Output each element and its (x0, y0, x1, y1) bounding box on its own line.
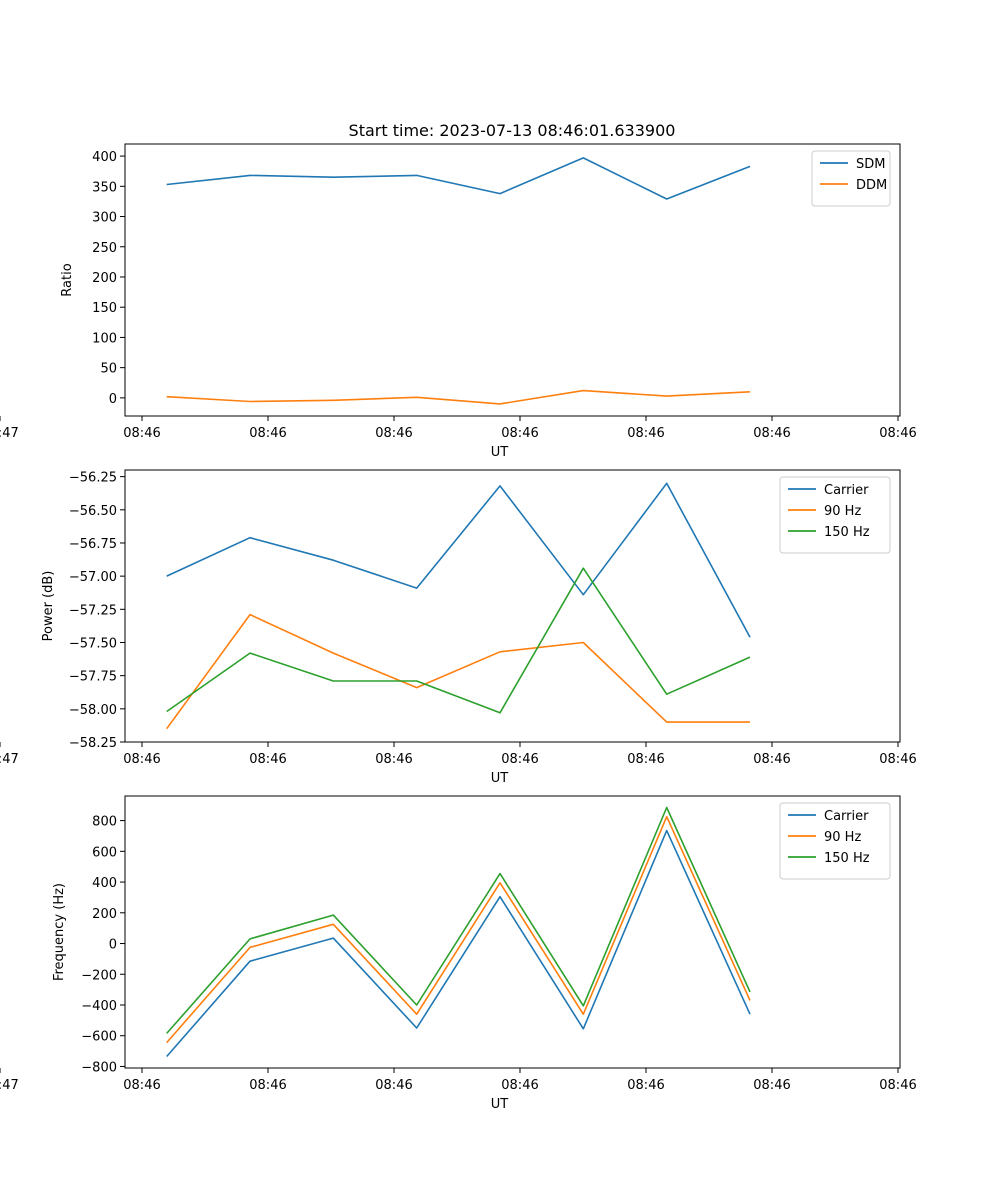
x-tick-label: 08:46 (627, 752, 664, 767)
series-line-90-hz (166, 815, 751, 1044)
x-tick-label: 08:46 (501, 426, 538, 441)
y-tick-label: 50 (100, 362, 117, 377)
x-tick-label: 08:46 (627, 1078, 664, 1093)
y-tick-label: 350 (92, 180, 117, 195)
x-tick-label: 08:46 (249, 1078, 286, 1093)
y-axis-label: Frequency (Hz) (52, 883, 67, 981)
y-tick-label: 150 (92, 301, 117, 316)
y-tick-label: 600 (92, 845, 117, 860)
y-tick-label: −56.25 (69, 471, 117, 486)
y-tick-label: 250 (92, 241, 117, 256)
y-tick-label: −200 (81, 968, 117, 983)
x-tick-label: 08:46 (627, 426, 664, 441)
y-tick-label: 0 (109, 938, 117, 953)
legend-entry: SDM (856, 157, 885, 172)
axes-frame (124, 143, 901, 417)
x-tick-label: 08:46 (375, 426, 412, 441)
axes-frame (124, 469, 901, 743)
series-line-90-hz (166, 613, 750, 730)
x-tick-label: 08:46 (375, 1078, 412, 1093)
series-line-150-hz (166, 806, 751, 1034)
legend-entry: DDM (856, 178, 887, 193)
y-tick-label: 400 (92, 150, 117, 165)
legend-entry: 150 Hz (824, 851, 870, 866)
x-axis-label: UT (491, 1097, 509, 1112)
legend: Carrier 90 Hz 150 Hz (779, 476, 891, 554)
x-tick-label: 08:46 (501, 752, 538, 767)
y-tick-label: −57.00 (69, 570, 117, 585)
legend-entry: 150 Hz (824, 525, 870, 540)
x-tick-label: 08:46 (879, 426, 916, 441)
x-tick-label: 08:46 (123, 752, 160, 767)
legend-entry: 90 Hz (824, 830, 861, 845)
chart-panel-2: 08:46 08:46 08:46 08:46 08:46 08:46 08:46 08:47… (0, 469, 917, 786)
legend-box (779, 802, 891, 880)
y-tick-label: 400 (92, 876, 117, 891)
x-tick-label: 08:46 (249, 752, 286, 767)
y-tick-label: 200 (92, 271, 117, 286)
x-tick-label: 08:47 (0, 426, 19, 441)
series-line-carrier (166, 482, 751, 638)
y-tick-label: −58.25 (69, 736, 117, 751)
x-tick-label: 08:46 (753, 1078, 790, 1093)
y-tick-label: 0 (109, 392, 117, 407)
chart-panel-3: 08:46 08:46 08:46 08:46 08:46 08:46 08:46 08:47… (0, 795, 917, 1112)
y-tick-label: −58.00 (69, 703, 117, 718)
x-tick-label: 08:47 (0, 752, 19, 767)
x-tick-label: 08:46 (375, 752, 412, 767)
y-tick-label: −600 (81, 1030, 117, 1045)
legend-box (779, 476, 891, 554)
x-axis-label: UT (491, 771, 509, 786)
legend-entry: 90 Hz (824, 504, 861, 519)
y-tick-label: −56.75 (69, 537, 117, 552)
y-tick-label: 200 (92, 907, 117, 922)
x-tick-label: 08:46 (753, 752, 790, 767)
x-tick-label: 08:46 (879, 752, 916, 767)
legend-entry: Carrier (824, 809, 869, 824)
axes-frame (124, 795, 901, 1069)
series-line-150-hz (166, 567, 751, 714)
legend-entry: Carrier (824, 483, 869, 498)
y-axis-label: Power (dB) (41, 571, 56, 642)
series-line-ddm (166, 389, 751, 405)
panels-group: 08:46 08:46 08:46 08:46 08:46 08:46 08:46 08:47… (0, 143, 917, 1112)
y-tick-label: −56.50 (69, 504, 117, 519)
y-tick-label: −57.25 (69, 603, 117, 618)
x-tick-label: 08:47 (0, 1078, 19, 1093)
y-tick-label: 100 (92, 331, 117, 346)
x-tick-label: 08:46 (501, 1078, 538, 1093)
legend: SDM DDM (811, 150, 891, 207)
x-axis-label: UT (491, 445, 509, 460)
series-line-carrier (166, 829, 751, 1058)
chart-panel-1: 08:46 08:46 08:46 08:46 08:46 08:46 08:46 08:47… (0, 143, 917, 460)
legend-box (811, 150, 891, 207)
x-tick-label: 08:46 (249, 426, 286, 441)
x-tick-label: 08:46 (879, 1078, 916, 1093)
y-tick-label: −400 (81, 999, 117, 1014)
y-tick-label: −57.75 (69, 670, 117, 685)
y-tick-label: 800 (92, 815, 117, 830)
y-axis-label: Ratio (60, 263, 75, 296)
y-tick-label: 300 (92, 211, 117, 226)
figure-title: Start time: 2023-07-13 08:46:01.633900 (349, 121, 676, 140)
series-line-sdm (166, 157, 751, 200)
x-tick-label: 08:46 (123, 1078, 160, 1093)
x-tick-label: 08:46 (123, 426, 160, 441)
y-tick-label: −57.50 (69, 636, 117, 651)
legend: Carrier 90 Hz 150 Hz (779, 802, 891, 880)
x-tick-label: 08:46 (753, 426, 790, 441)
y-tick-label: −800 (81, 1060, 117, 1075)
